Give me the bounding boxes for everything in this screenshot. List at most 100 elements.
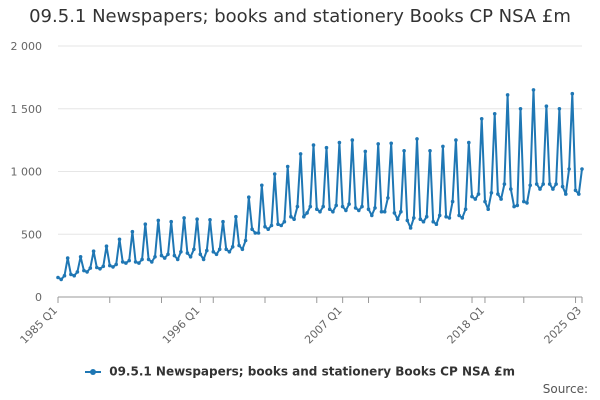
data-point [560, 184, 565, 189]
data-point [260, 183, 264, 188]
data-point [444, 214, 448, 219]
data-point [72, 273, 76, 278]
data-point [211, 250, 216, 254]
data-point [224, 247, 228, 252]
data-point [263, 224, 267, 229]
data-point [489, 191, 494, 195]
data-point [486, 207, 491, 211]
data-point [554, 182, 558, 186]
data-point [88, 266, 93, 270]
data-point [512, 204, 516, 209]
data-point [240, 247, 245, 252]
data-point [221, 219, 225, 224]
data-point [120, 260, 125, 264]
x-tick-label: 2025 Q3 [542, 304, 585, 347]
data-point [418, 217, 423, 221]
data-point [133, 260, 138, 264]
data-point [217, 247, 222, 252]
data-point [69, 272, 73, 277]
data-point [114, 262, 118, 267]
data-point [137, 261, 141, 265]
data-point [159, 253, 164, 258]
data-point [62, 273, 67, 278]
data-point [457, 213, 461, 218]
data-point [389, 141, 394, 146]
x-tick-label: 2007 Q1 [302, 304, 345, 347]
data-point [104, 244, 109, 248]
data-point [285, 164, 290, 169]
x-tick-label: 2018 Q1 [445, 304, 488, 347]
data-point [334, 203, 339, 208]
chart-title: 09.5.1 Newspapers; books and stationery … [29, 6, 571, 27]
x-tick-label: 1985 Q1 [18, 304, 61, 347]
data-point [98, 267, 102, 271]
data-point [65, 256, 70, 260]
data-point [531, 88, 536, 92]
data-point [366, 207, 371, 211]
data-point [567, 167, 571, 171]
data-point [580, 167, 584, 171]
data-point [311, 143, 316, 147]
data-point [502, 182, 507, 186]
data-point [470, 194, 474, 199]
data-point [208, 218, 212, 222]
data-point [82, 268, 86, 273]
data-point [415, 137, 419, 141]
data-point [547, 182, 552, 186]
data-point [570, 91, 575, 96]
data-point [424, 214, 429, 219]
data-point [544, 104, 549, 108]
data-point [499, 197, 503, 201]
data-point [101, 264, 106, 269]
data-point [318, 209, 322, 214]
data-point [434, 222, 439, 226]
data-point [405, 218, 410, 223]
data-point [195, 217, 199, 221]
data-point [528, 183, 532, 188]
data-point [395, 217, 400, 221]
data-point [162, 256, 167, 260]
data-point [509, 187, 513, 191]
data-point [140, 257, 144, 262]
data-point [59, 277, 63, 282]
data-point [127, 258, 131, 263]
data-point [408, 226, 413, 230]
data-point [91, 249, 96, 253]
data-point [534, 182, 539, 186]
y-tick-label: 0 [35, 291, 42, 304]
data-point [437, 213, 442, 218]
legend-label: 09.5.1 Newspapers; books and stationery … [109, 364, 515, 379]
data-point [518, 107, 523, 111]
data-point [175, 257, 180, 262]
data-point [370, 213, 374, 218]
data-point [256, 231, 261, 235]
data-point [188, 254, 193, 259]
data-point [331, 209, 335, 214]
data-point [179, 250, 183, 254]
data-point [327, 207, 332, 211]
data-point [337, 140, 342, 145]
data-point [108, 263, 112, 268]
data-point [156, 218, 161, 223]
data-point [143, 222, 148, 226]
source-label: Source: [542, 382, 588, 396]
data-point [78, 254, 83, 259]
data-point [227, 250, 232, 254]
data-point [350, 138, 355, 142]
data-point [185, 251, 190, 255]
data-point [146, 257, 151, 262]
data-point [247, 195, 251, 199]
data-point [421, 219, 426, 224]
y-tick-label: 2 000 [11, 40, 43, 53]
data-point [373, 206, 377, 210]
data-point [463, 207, 468, 211]
data-point [289, 214, 293, 219]
data-point [298, 152, 303, 156]
data-point [205, 248, 209, 253]
data-point [295, 204, 300, 209]
data-point [363, 149, 368, 154]
data-point [473, 197, 478, 201]
data-point [253, 231, 258, 235]
data-point [324, 145, 329, 150]
